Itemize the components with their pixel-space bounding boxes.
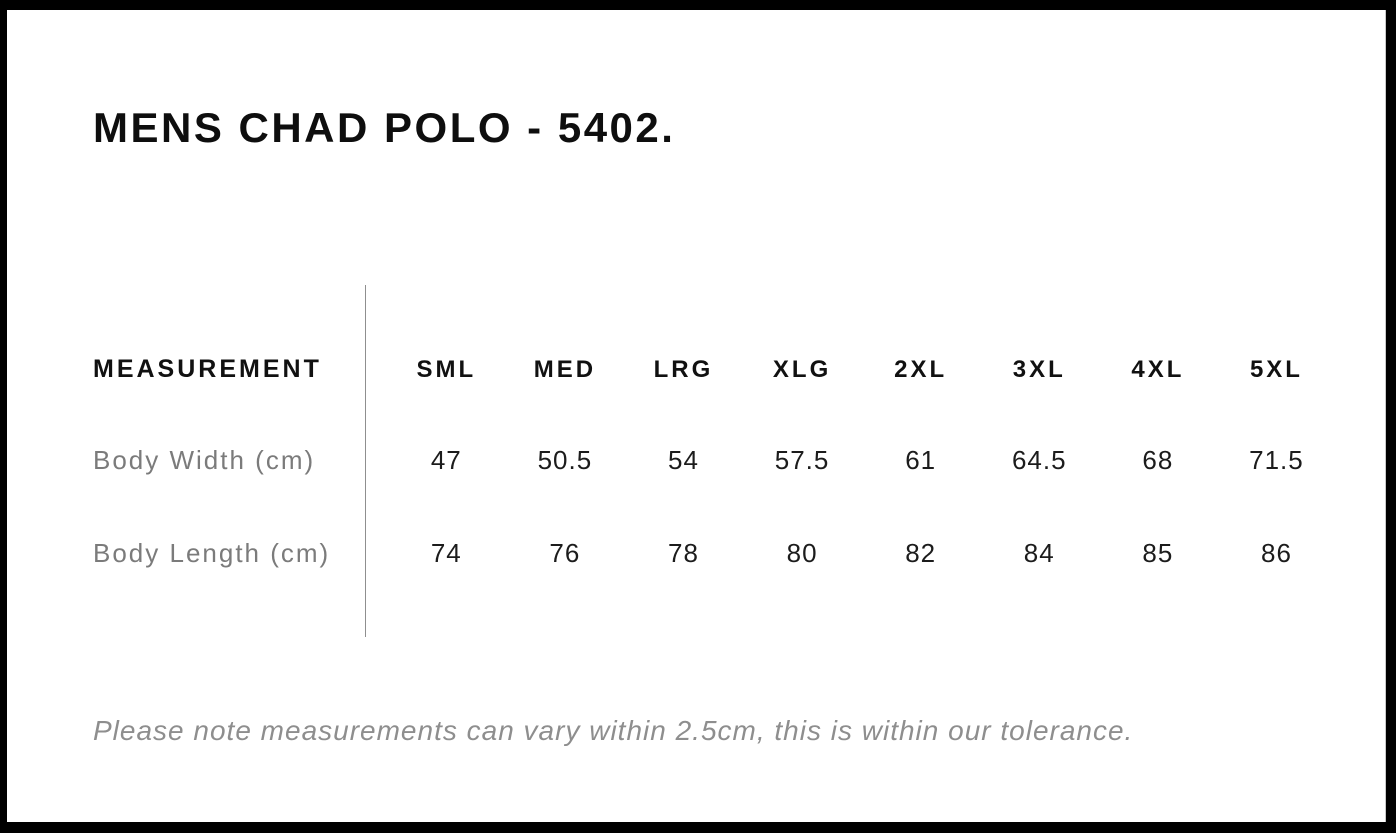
body-length-lrg: 78 [668, 538, 699, 568]
body-length-sml: 74 [430, 538, 462, 568]
size-column-header-lrg: LRG [653, 355, 714, 383]
body-width-3xl: 64.5 [1011, 445, 1067, 475]
size-column-header-2xl: 2XL [894, 355, 948, 383]
column-divider [365, 285, 366, 637]
row-label: Body Width (cm) [93, 445, 316, 475]
body-length-med: 76 [549, 538, 581, 568]
body-width-med: 50.5 [537, 445, 593, 475]
size-column-header-3xl: 3XL [1012, 355, 1066, 383]
size-chart-header-row: MEASUREMENT SML MED LRG XLG 2XL 3XL 4XL … [93, 357, 1336, 382]
body-width-sml: 47 [430, 445, 462, 475]
body-width-2xl: 61 [905, 445, 937, 475]
body-length-xlg: 80 [786, 538, 818, 568]
page: MENS CHAD POLO - 5402. MEASUREMENT SML M… [7, 10, 1386, 822]
table-row-body-width: Body Width (cm) 47 50.5 54 57.5 61 64.5 … [93, 447, 1336, 473]
body-width-lrg: 54 [668, 445, 699, 475]
body-length-3xl: 84 [1023, 538, 1055, 568]
measurement-column-header: MEASUREMENT [93, 355, 322, 383]
body-length-5xl: 86 [1260, 538, 1292, 568]
row-label: Body Length (cm) [93, 538, 331, 568]
size-column-header-4xl: 4XL [1131, 355, 1185, 383]
table-row-body-length: Body Length (cm) 74 76 78 80 82 84 85 86 [93, 540, 1336, 566]
size-chart-table: MEASUREMENT SML MED LRG XLG 2XL 3XL 4XL … [7, 285, 1385, 637]
body-width-4xl: 68 [1142, 445, 1174, 475]
body-length-2xl: 82 [905, 538, 937, 568]
page-title: MENS CHAD POLO - 5402. [93, 104, 676, 151]
size-column-header-xlg: XLG [772, 355, 832, 383]
body-width-5xl: 71.5 [1249, 445, 1304, 475]
size-column-header-5xl: 5XL [1249, 355, 1303, 383]
size-column-header-med: MED [533, 355, 597, 383]
size-column-header-sml: SML [416, 355, 477, 383]
body-length-4xl: 85 [1142, 538, 1174, 568]
body-width-xlg: 57.5 [774, 445, 830, 475]
tolerance-note: Please note measurements can vary within… [93, 715, 1134, 746]
